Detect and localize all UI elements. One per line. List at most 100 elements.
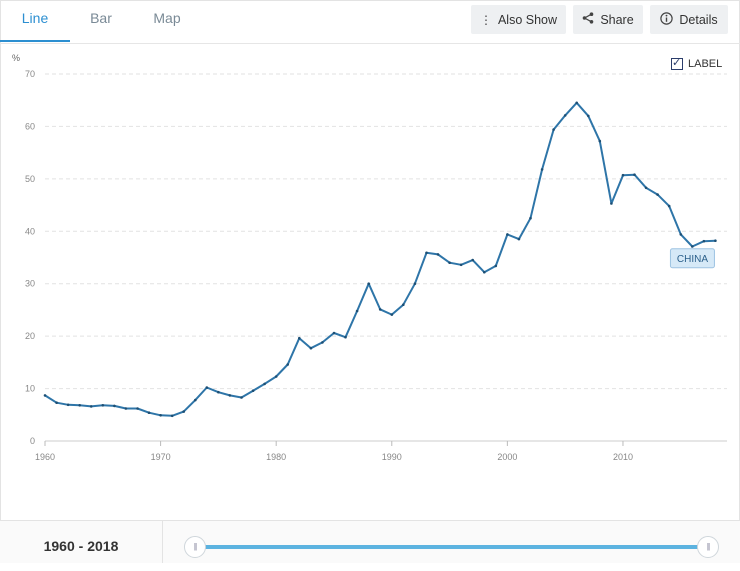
tab-line[interactable]: Line [0, 0, 70, 42]
data-point [194, 398, 197, 402]
data-point [43, 394, 47, 397]
data-point [656, 193, 659, 196]
label-checkbox[interactable]: ✓ [671, 57, 683, 70]
data-point [124, 407, 128, 410]
data-point [494, 264, 498, 268]
y-tick-label: 70 [25, 69, 35, 79]
range-end-handle[interactable]: ||| [697, 536, 719, 558]
y-tick-label: 20 [25, 331, 35, 341]
y-tick-label: 10 [25, 384, 35, 394]
line-chart: % 0 10 20 30 40 50 60 70 1960 1970 1980 1990 2000 2010… [12, 53, 727, 462]
data-point [378, 308, 382, 311]
y-axis-label: % [12, 53, 20, 63]
data-point [78, 404, 81, 407]
data-point [240, 396, 243, 399]
also-show-button[interactable]: ⋮ Also Show [471, 5, 566, 34]
data-point [390, 313, 394, 316]
checkmark-icon: ✓ [672, 57, 682, 69]
range-slider-track[interactable] [195, 545, 708, 549]
details-button[interactable]: Details [650, 5, 728, 34]
x-tick-label: 1970 [151, 452, 171, 462]
data-point [714, 239, 717, 242]
data-point [459, 263, 463, 267]
top-bar: Line Bar Map ⋮ Also Show Share Details [0, 0, 740, 44]
data-point [667, 204, 671, 208]
y-tick-label: 0 [30, 436, 35, 446]
tab-map[interactable]: Map [153, 10, 181, 26]
data-point [263, 382, 266, 386]
data-point [471, 258, 475, 262]
range-separator: - [78, 538, 84, 554]
range-bar: 1960 - 2018 ||| ||| [0, 520, 740, 563]
y-tick-label: 60 [25, 121, 35, 131]
data-point [448, 261, 451, 264]
data-point [147, 411, 151, 415]
label-toggle-text: LABEL [688, 58, 723, 70]
details-label: Details [679, 12, 718, 27]
x-tick-label: 2010 [613, 452, 633, 462]
data-point [170, 414, 174, 418]
data-point [517, 237, 521, 241]
year-range-label: 1960 - 2018 [0, 521, 163, 563]
data-point [506, 233, 509, 236]
range-start-handle[interactable]: ||| [184, 536, 206, 558]
series-label-china: CHINA [677, 254, 708, 265]
data-point [136, 407, 139, 410]
y-tick-label: 40 [25, 226, 35, 236]
data-point [286, 363, 290, 366]
data-point [587, 114, 590, 118]
series-label-box [669, 248, 715, 269]
label-toggle[interactable]: ✓ LABEL [671, 57, 723, 70]
data-point [182, 410, 185, 413]
data-point [205, 386, 209, 389]
data-point [552, 128, 555, 131]
data-point [413, 282, 417, 285]
data-point [274, 375, 278, 378]
x-tick-label: 1960 [35, 452, 55, 462]
series-line-china [44, 101, 716, 417]
range-start: 1960 [43, 538, 75, 554]
data-point [309, 346, 313, 350]
data-point [529, 216, 532, 220]
data-point [55, 401, 58, 405]
y-tick-label: 50 [25, 174, 35, 184]
data-point [228, 394, 232, 397]
data-point [344, 335, 347, 339]
data-point [598, 139, 602, 143]
data-point [483, 270, 486, 274]
data-point [575, 101, 578, 105]
data-point [89, 405, 93, 408]
data-point [563, 114, 567, 117]
data-point [540, 168, 544, 171]
x-tick-label: 2000 [497, 452, 517, 462]
range-end: 2018 [87, 538, 119, 554]
data-point [159, 414, 162, 417]
data-point [251, 389, 255, 393]
data-point [679, 233, 683, 236]
share-button[interactable]: Share [573, 5, 643, 34]
data-point [355, 309, 359, 313]
data-point [425, 251, 428, 255]
data-point [113, 404, 116, 408]
y-tick-label: 30 [25, 279, 35, 289]
data-point [702, 239, 706, 243]
data-point [436, 253, 440, 256]
data-point [217, 390, 220, 394]
x-tick-label: 1990 [382, 452, 402, 462]
tab-bar[interactable]: Bar [90, 10, 112, 26]
data-point [321, 341, 324, 344]
data-point [101, 404, 105, 407]
data-point [644, 186, 648, 190]
data-point [66, 403, 70, 407]
data-point [621, 173, 625, 177]
data-point [610, 202, 613, 205]
share-icon [582, 12, 594, 27]
data-point [691, 245, 694, 248]
info-icon [660, 11, 674, 28]
share-label: Share [600, 12, 634, 27]
data-point [298, 336, 301, 340]
data-point [332, 331, 336, 335]
data-point [633, 173, 636, 176]
also-show-label: Also Show [497, 12, 558, 27]
data-point [402, 303, 405, 307]
